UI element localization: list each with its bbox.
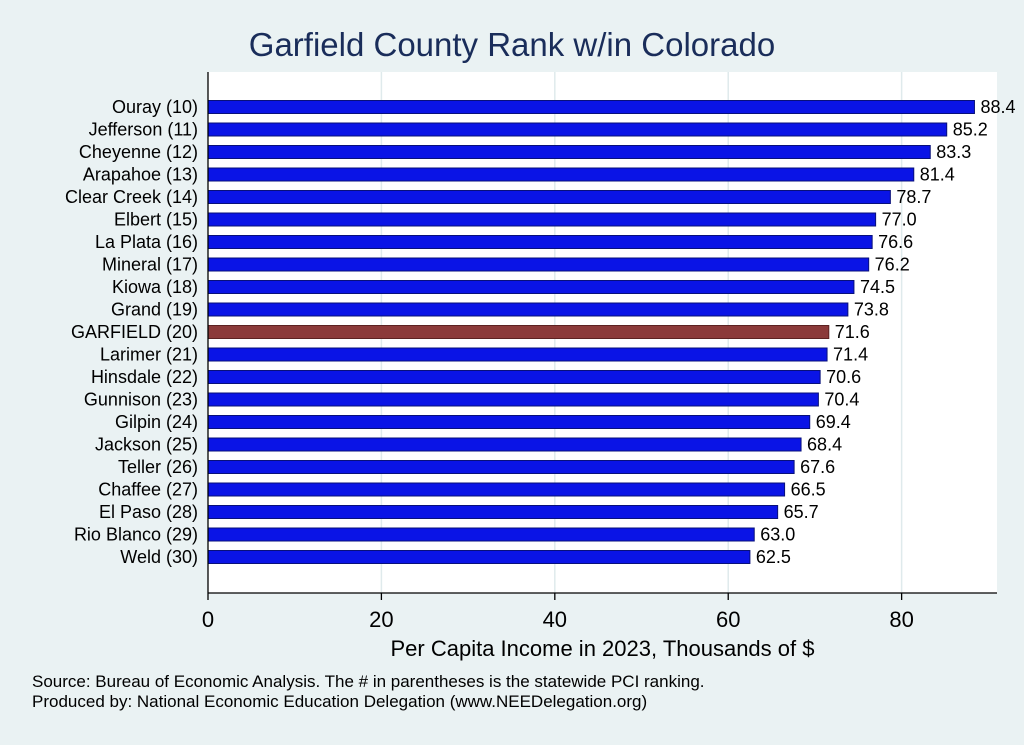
bar	[207, 325, 830, 339]
category-label: La Plata (16)	[95, 232, 198, 252]
producer-note: Produced by: National Economic Education…	[32, 692, 648, 711]
category-label: Ouray (10)	[112, 97, 198, 117]
value-label: 88.4	[980, 97, 1015, 117]
source-note: Source: Bureau of Economic Analysis. The…	[32, 672, 705, 691]
value-label: 76.2	[875, 255, 910, 275]
value-label: 74.5	[860, 277, 895, 297]
bar	[207, 167, 915, 182]
x-tick-label: 0	[202, 607, 214, 632]
value-label: 66.5	[791, 480, 826, 500]
x-tick-label: 20	[369, 607, 393, 632]
category-label: Grand (19)	[111, 300, 198, 320]
bar	[207, 302, 849, 317]
bar	[207, 122, 948, 137]
category-label: Elbert (15)	[114, 210, 198, 230]
category-label: Weld (30)	[120, 547, 198, 567]
category-label: Teller (26)	[118, 457, 198, 477]
value-label: 70.4	[824, 390, 859, 410]
category-label: Rio Blanco (29)	[74, 525, 198, 545]
category-label: Larimer (21)	[100, 345, 198, 365]
value-label: 62.5	[756, 547, 791, 567]
value-label: 76.6	[878, 232, 913, 252]
bar	[207, 482, 786, 497]
bar	[207, 212, 877, 227]
bar	[207, 460, 795, 474]
bar	[207, 550, 751, 564]
category-label: Arapahoe (13)	[83, 165, 198, 185]
category-label: Mineral (17)	[102, 255, 198, 275]
x-tick-label: 40	[543, 607, 567, 632]
category-label: Cheyenne (12)	[79, 142, 198, 162]
value-label: 85.2	[953, 120, 988, 140]
value-label: 81.4	[920, 165, 955, 185]
category-label: Kiowa (18)	[112, 277, 198, 297]
value-label: 70.6	[826, 367, 861, 387]
category-label: Gilpin (24)	[115, 412, 198, 432]
value-label: 67.6	[800, 457, 835, 477]
value-label: 68.4	[807, 435, 842, 455]
value-label: 77.0	[882, 210, 917, 230]
value-label: 73.8	[854, 300, 889, 320]
chart-title: Garfield County Rank w/in Colorado	[248, 26, 776, 63]
value-label: 65.7	[784, 502, 819, 522]
bar	[207, 392, 819, 407]
value-label: 83.3	[936, 142, 971, 162]
category-label: El Paso (28)	[99, 502, 198, 522]
bar	[207, 100, 975, 114]
x-tick-label: 60	[716, 607, 740, 632]
category-label: Hinsdale (22)	[91, 367, 198, 387]
bar	[207, 145, 931, 159]
x-axis-title: Per Capita Income in 2023, Thousands of …	[391, 636, 815, 661]
bar	[207, 415, 811, 429]
value-label: 69.4	[816, 412, 851, 432]
value-label: 63.0	[760, 525, 795, 545]
bar	[207, 190, 891, 204]
category-label: Jackson (25)	[95, 435, 198, 455]
x-tick-label: 80	[889, 607, 913, 632]
bar	[207, 370, 821, 384]
value-label: 78.7	[896, 187, 931, 207]
category-label: Jefferson (11)	[89, 120, 198, 140]
bar	[207, 280, 855, 294]
bar	[207, 505, 779, 519]
category-label: GARFIELD (20)	[71, 322, 198, 342]
bar	[207, 437, 802, 452]
value-label: 71.6	[835, 322, 870, 342]
bar	[207, 527, 755, 542]
category-label: Chaffee (27)	[98, 480, 198, 500]
value-label: 71.4	[833, 345, 868, 365]
bar	[207, 257, 870, 272]
bar	[207, 235, 873, 249]
bar	[207, 347, 828, 362]
category-label: Clear Creek (14)	[65, 187, 198, 207]
category-label: Gunnison (23)	[84, 390, 198, 410]
